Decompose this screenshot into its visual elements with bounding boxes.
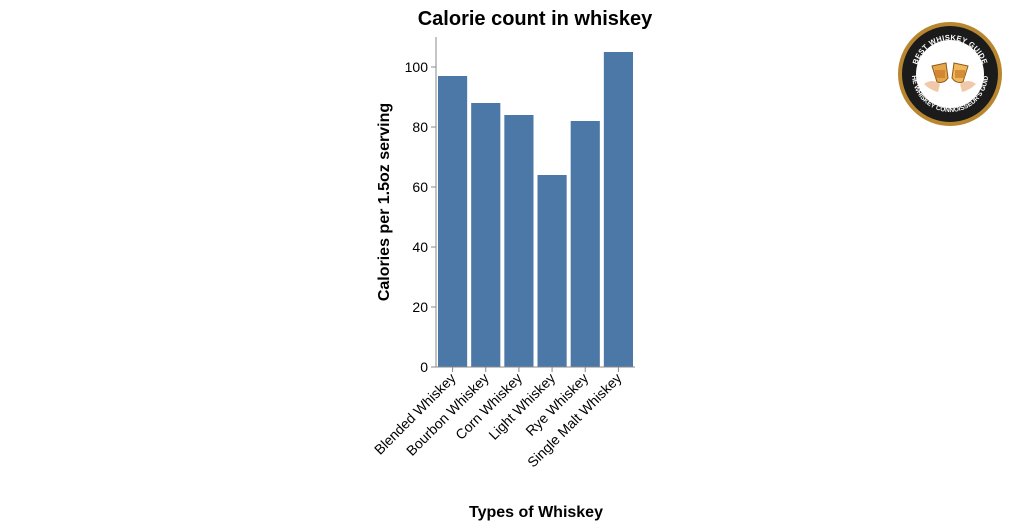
toasting-glasses-icon bbox=[924, 62, 976, 92]
bar bbox=[537, 175, 567, 367]
y-tick-label: 0 bbox=[420, 359, 428, 375]
bar bbox=[603, 52, 633, 367]
y-axis: 0 20 40 60 80 100 bbox=[405, 37, 437, 375]
bar bbox=[504, 115, 534, 367]
bar bbox=[438, 76, 468, 367]
chart-title: Calorie count in whiskey bbox=[418, 8, 653, 30]
y-tick-label: 100 bbox=[405, 59, 429, 75]
badge-top-text: BEST WHISKEY GUIDE bbox=[911, 33, 990, 66]
y-tick-label: 40 bbox=[412, 239, 428, 255]
x-axis-title: Types of Whiskey bbox=[469, 504, 603, 521]
y-tick-label: 20 bbox=[412, 299, 428, 315]
bar bbox=[471, 103, 501, 367]
y-axis-title: Calories per 1.5oz serving bbox=[376, 103, 393, 301]
y-tick-label: 80 bbox=[412, 119, 428, 135]
badge-art: BEST WHISKEY GUIDE THE WHISKEY CONNOISSE… bbox=[902, 26, 990, 114]
badge-center bbox=[916, 40, 984, 108]
y-tick-label: 60 bbox=[412, 179, 428, 195]
whiskey-guide-badge: BEST WHISKEY GUIDE THE WHISKEY CONNOISSE… bbox=[898, 22, 1002, 126]
bars bbox=[438, 52, 633, 367]
bar bbox=[570, 121, 600, 367]
